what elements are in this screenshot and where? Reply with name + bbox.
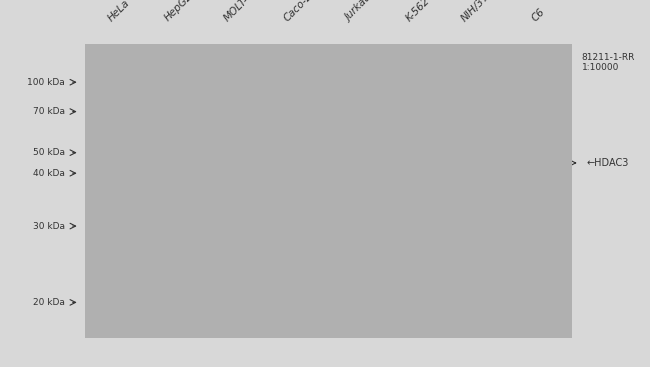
Text: 81211-1-RR
1:10000: 81211-1-RR 1:10000	[582, 53, 635, 72]
Text: 100 kDa: 100 kDa	[27, 78, 65, 87]
Text: Caco-2: Caco-2	[282, 0, 315, 23]
Text: HeLa: HeLa	[106, 0, 131, 23]
Ellipse shape	[522, 155, 554, 171]
Text: C6: C6	[530, 7, 546, 23]
Text: ←HDAC3: ←HDAC3	[586, 158, 629, 168]
Text: 30 kDa: 30 kDa	[33, 222, 65, 230]
Ellipse shape	[463, 155, 492, 171]
Text: MOLT-4: MOLT-4	[222, 0, 255, 23]
Ellipse shape	[162, 155, 196, 171]
Ellipse shape	[344, 155, 372, 171]
Text: HepG2: HepG2	[162, 0, 194, 23]
Ellipse shape	[101, 155, 136, 171]
Text: 70 kDa: 70 kDa	[33, 107, 65, 116]
Ellipse shape	[404, 155, 433, 171]
Text: Jurkat: Jurkat	[344, 0, 372, 23]
Ellipse shape	[282, 155, 315, 171]
Text: 40 kDa: 40 kDa	[33, 169, 65, 178]
Ellipse shape	[224, 155, 254, 171]
Text: NIH/3T3: NIH/3T3	[460, 0, 496, 23]
Text: WWW.PTGLAB.COM: WWW.PTGLAB.COM	[99, 164, 108, 247]
Text: K-562: K-562	[404, 0, 432, 23]
Text: 50 kDa: 50 kDa	[33, 148, 65, 157]
Text: 20 kDa: 20 kDa	[33, 298, 65, 307]
